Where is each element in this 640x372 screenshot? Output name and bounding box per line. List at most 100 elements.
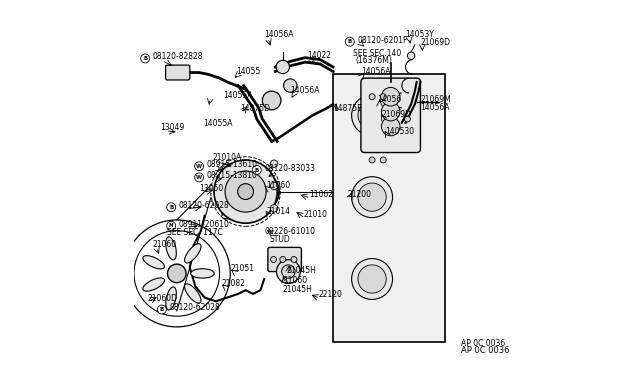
Circle shape (351, 259, 392, 299)
Text: 14056A: 14056A (361, 67, 390, 76)
Circle shape (141, 54, 150, 63)
Text: 22120: 22120 (318, 291, 342, 299)
Text: 21014: 21014 (266, 207, 290, 216)
Circle shape (195, 162, 204, 171)
Circle shape (282, 265, 295, 278)
Text: 08120-82828: 08120-82828 (152, 52, 203, 61)
Ellipse shape (191, 269, 214, 278)
Text: 08120-62028: 08120-62028 (179, 201, 229, 210)
Text: 08915-13610: 08915-13610 (207, 160, 257, 169)
Text: 14056A: 14056A (291, 86, 320, 95)
Circle shape (167, 221, 175, 230)
Circle shape (351, 177, 392, 218)
Text: 08120-62028: 08120-62028 (170, 304, 220, 312)
Text: 21082: 21082 (221, 279, 245, 288)
Circle shape (157, 305, 166, 314)
Circle shape (358, 101, 386, 129)
Circle shape (168, 264, 186, 283)
Text: AP 0C 0036: AP 0C 0036 (461, 339, 506, 348)
Circle shape (276, 60, 289, 74)
Text: B: B (143, 56, 147, 61)
Circle shape (214, 160, 277, 223)
Text: 11062: 11062 (309, 190, 333, 199)
Circle shape (358, 183, 386, 211)
Text: AP 0C 0036: AP 0C 0036 (461, 346, 510, 355)
Text: STUD: STUD (270, 235, 291, 244)
Circle shape (358, 265, 386, 293)
Circle shape (369, 157, 375, 163)
Text: B: B (160, 307, 164, 312)
Text: 14056A: 14056A (264, 30, 294, 39)
Circle shape (381, 102, 400, 121)
Text: SEE SEC.140: SEE SEC.140 (353, 49, 402, 58)
Text: 21069M: 21069M (420, 95, 451, 104)
Circle shape (408, 52, 415, 60)
Text: 21010: 21010 (303, 211, 327, 219)
Text: 21045H: 21045H (283, 285, 313, 294)
Text: W: W (196, 175, 202, 180)
Circle shape (276, 260, 300, 283)
Text: 14056: 14056 (378, 95, 402, 104)
Circle shape (252, 166, 261, 174)
Text: 08120-83033: 08120-83033 (264, 164, 315, 173)
Text: 14056A: 14056A (420, 103, 450, 112)
Text: N: N (169, 223, 173, 228)
Circle shape (381, 87, 400, 106)
FancyBboxPatch shape (333, 74, 445, 342)
Circle shape (346, 37, 354, 46)
FancyBboxPatch shape (166, 65, 190, 80)
Text: 21051: 21051 (231, 264, 255, 273)
Text: B: B (169, 205, 173, 210)
Text: 11060: 11060 (266, 181, 290, 190)
Text: 13049: 13049 (160, 123, 184, 132)
Text: 11060: 11060 (283, 276, 307, 285)
Text: 21010A: 21010A (212, 153, 241, 162)
Text: 140530: 140530 (385, 127, 414, 136)
FancyBboxPatch shape (268, 247, 301, 272)
Text: 14022: 14022 (307, 51, 331, 60)
Circle shape (237, 184, 253, 199)
FancyBboxPatch shape (361, 78, 420, 153)
Text: 21200: 21200 (348, 190, 372, 199)
Text: 21060: 21060 (152, 240, 177, 249)
Circle shape (404, 116, 410, 122)
Circle shape (195, 173, 204, 182)
Text: 14055A: 14055A (203, 119, 232, 128)
Circle shape (270, 205, 278, 212)
Text: 08120-6201F: 08120-6201F (357, 36, 408, 45)
Circle shape (284, 79, 297, 92)
Circle shape (351, 95, 392, 136)
Circle shape (270, 160, 278, 167)
Circle shape (381, 117, 400, 136)
Circle shape (280, 257, 286, 263)
Circle shape (369, 94, 375, 100)
Text: 09226-61010: 09226-61010 (264, 227, 315, 236)
Text: 21060D: 21060D (147, 294, 177, 303)
Text: 14055A: 14055A (223, 92, 253, 100)
Text: 14875D: 14875D (240, 105, 270, 113)
Text: (16376M): (16376M) (355, 56, 392, 65)
Ellipse shape (184, 244, 201, 263)
Ellipse shape (184, 284, 201, 303)
Circle shape (270, 182, 278, 190)
Text: SEE SEC. 117C: SEE SEC. 117C (168, 228, 223, 237)
Ellipse shape (143, 256, 164, 269)
Text: 14055: 14055 (236, 67, 260, 76)
Text: B: B (348, 39, 352, 44)
Ellipse shape (166, 237, 177, 260)
Circle shape (167, 203, 175, 212)
Circle shape (271, 257, 276, 263)
Text: 14053Y: 14053Y (406, 30, 435, 39)
Text: 21045H: 21045H (287, 266, 316, 275)
Text: 21069D: 21069D (420, 38, 451, 46)
Circle shape (291, 257, 297, 263)
Circle shape (262, 91, 281, 110)
Circle shape (380, 157, 386, 163)
Circle shape (380, 94, 386, 100)
Text: 08915-13810: 08915-13810 (207, 171, 257, 180)
Ellipse shape (143, 278, 164, 291)
Text: 13050: 13050 (199, 185, 223, 193)
Circle shape (225, 171, 266, 212)
Text: W: W (196, 164, 202, 169)
Text: B: B (255, 167, 259, 173)
